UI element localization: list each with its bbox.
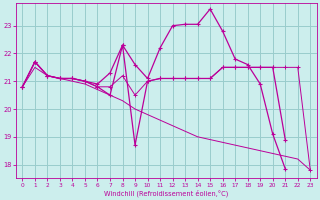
X-axis label: Windchill (Refroidissement éolien,°C): Windchill (Refroidissement éolien,°C) (104, 189, 228, 197)
